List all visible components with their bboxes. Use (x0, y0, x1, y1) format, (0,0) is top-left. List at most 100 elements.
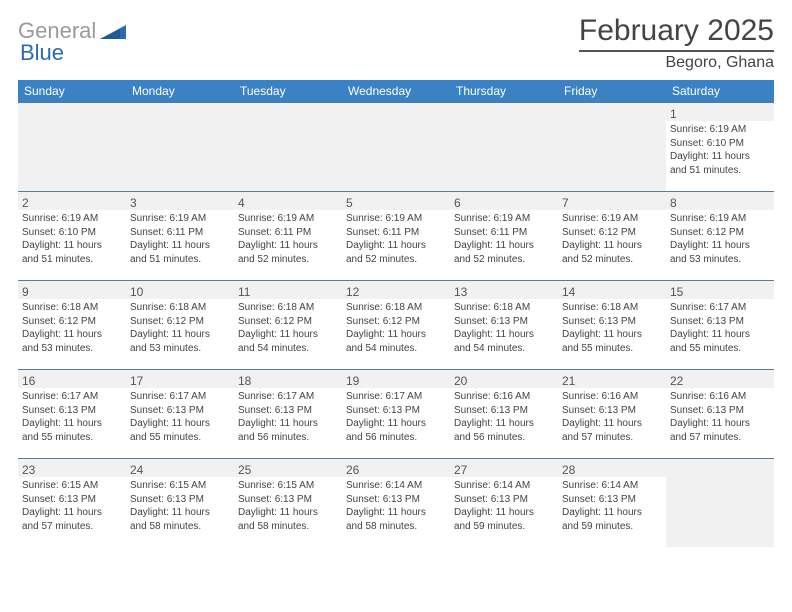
day-detail: and 54 minutes. (238, 342, 338, 356)
day-detail: Sunset: 6:12 PM (346, 315, 446, 329)
day-cell: 8Sunrise: 6:19 AMSunset: 6:12 PMDaylight… (666, 192, 774, 280)
day-detail: Sunset: 6:13 PM (238, 404, 338, 418)
day-cell: 25Sunrise: 6:15 AMSunset: 6:13 PMDayligh… (234, 459, 342, 547)
day-cell: 27Sunrise: 6:14 AMSunset: 6:13 PMDayligh… (450, 459, 558, 547)
day-number: 21 (562, 373, 662, 389)
day-detail: Sunrise: 6:15 AM (238, 479, 338, 493)
day-detail: Sunset: 6:13 PM (454, 315, 554, 329)
day-detail: Sunset: 6:12 PM (670, 226, 770, 240)
day-detail: Daylight: 11 hours (670, 150, 770, 164)
day-detail: Sunset: 6:13 PM (130, 404, 230, 418)
day-number: 12 (346, 284, 446, 300)
day-detail: Daylight: 11 hours (346, 417, 446, 431)
day-header-mon: Monday (126, 80, 234, 102)
day-detail: Daylight: 11 hours (22, 506, 122, 520)
day-detail: Sunset: 6:10 PM (670, 137, 770, 151)
day-number: 1 (670, 106, 770, 122)
day-number: 9 (22, 284, 122, 300)
day-detail: Sunset: 6:12 PM (22, 315, 122, 329)
day-detail: Daylight: 11 hours (670, 239, 770, 253)
calendar: Sunday Monday Tuesday Wednesday Thursday… (18, 80, 774, 547)
day-number: 24 (130, 462, 230, 478)
day-detail: and 56 minutes. (454, 431, 554, 445)
day-cell (558, 103, 666, 191)
day-detail: Sunset: 6:13 PM (562, 493, 662, 507)
day-number: 26 (346, 462, 446, 478)
day-detail: Sunrise: 6:17 AM (238, 390, 338, 404)
week-row: 2Sunrise: 6:19 AMSunset: 6:10 PMDaylight… (18, 191, 774, 280)
day-detail: and 53 minutes. (130, 342, 230, 356)
week-row: 16Sunrise: 6:17 AMSunset: 6:13 PMDayligh… (18, 369, 774, 458)
day-detail: Sunrise: 6:15 AM (130, 479, 230, 493)
day-detail: Daylight: 11 hours (562, 328, 662, 342)
day-detail: Daylight: 11 hours (130, 417, 230, 431)
day-number: 11 (238, 284, 338, 300)
day-detail: Sunrise: 6:17 AM (670, 301, 770, 315)
day-header-sat: Saturday (666, 80, 774, 102)
day-cell: 24Sunrise: 6:15 AMSunset: 6:13 PMDayligh… (126, 459, 234, 547)
day-detail: Daylight: 11 hours (238, 328, 338, 342)
day-detail: Sunset: 6:12 PM (562, 226, 662, 240)
day-detail: Sunset: 6:11 PM (238, 226, 338, 240)
day-cell: 12Sunrise: 6:18 AMSunset: 6:12 PMDayligh… (342, 281, 450, 369)
day-number: 5 (346, 195, 446, 211)
day-detail: Daylight: 11 hours (562, 239, 662, 253)
day-detail: and 52 minutes. (562, 253, 662, 267)
day-detail: Sunrise: 6:18 AM (562, 301, 662, 315)
month-title: February 2025 (579, 14, 774, 52)
day-detail: Sunset: 6:13 PM (562, 404, 662, 418)
day-number: 23 (22, 462, 122, 478)
day-detail: Daylight: 11 hours (130, 239, 230, 253)
day-cell: 15Sunrise: 6:17 AMSunset: 6:13 PMDayligh… (666, 281, 774, 369)
day-detail: Sunrise: 6:18 AM (346, 301, 446, 315)
day-number: 3 (130, 195, 230, 211)
day-cell: 6Sunrise: 6:19 AMSunset: 6:11 PMDaylight… (450, 192, 558, 280)
day-detail: Daylight: 11 hours (454, 417, 554, 431)
week-row: 1Sunrise: 6:19 AMSunset: 6:10 PMDaylight… (18, 102, 774, 191)
day-detail: Daylight: 11 hours (454, 328, 554, 342)
day-header-thu: Thursday (450, 80, 558, 102)
day-detail: Daylight: 11 hours (346, 239, 446, 253)
week-row: 23Sunrise: 6:15 AMSunset: 6:13 PMDayligh… (18, 458, 774, 547)
day-cell: 14Sunrise: 6:18 AMSunset: 6:13 PMDayligh… (558, 281, 666, 369)
day-detail: Sunset: 6:13 PM (130, 493, 230, 507)
day-detail: and 58 minutes. (346, 520, 446, 534)
day-cell: 26Sunrise: 6:14 AMSunset: 6:13 PMDayligh… (342, 459, 450, 547)
day-detail: Sunrise: 6:18 AM (22, 301, 122, 315)
day-cell: 18Sunrise: 6:17 AMSunset: 6:13 PMDayligh… (234, 370, 342, 458)
day-detail: Daylight: 11 hours (562, 506, 662, 520)
day-detail: Sunrise: 6:19 AM (238, 212, 338, 226)
day-detail: Daylight: 11 hours (346, 328, 446, 342)
day-detail: and 55 minutes. (562, 342, 662, 356)
day-detail: and 56 minutes. (346, 431, 446, 445)
day-cell: 5Sunrise: 6:19 AMSunset: 6:11 PMDaylight… (342, 192, 450, 280)
day-detail: Sunrise: 6:16 AM (670, 390, 770, 404)
day-number: 20 (454, 373, 554, 389)
day-header-tue: Tuesday (234, 80, 342, 102)
day-detail: Daylight: 11 hours (22, 328, 122, 342)
day-detail: Sunrise: 6:19 AM (22, 212, 122, 226)
day-detail: Sunrise: 6:19 AM (130, 212, 230, 226)
day-detail: and 55 minutes. (670, 342, 770, 356)
day-number: 28 (562, 462, 662, 478)
day-number: 13 (454, 284, 554, 300)
day-header-fri: Friday (558, 80, 666, 102)
day-detail: Sunrise: 6:18 AM (238, 301, 338, 315)
day-detail: and 57 minutes. (22, 520, 122, 534)
day-cell (234, 103, 342, 191)
day-cell: 2Sunrise: 6:19 AMSunset: 6:10 PMDaylight… (18, 192, 126, 280)
day-detail: Daylight: 11 hours (562, 417, 662, 431)
day-detail: and 52 minutes. (238, 253, 338, 267)
day-cell: 23Sunrise: 6:15 AMSunset: 6:13 PMDayligh… (18, 459, 126, 547)
day-cell (666, 459, 774, 547)
day-number: 8 (670, 195, 770, 211)
day-detail: Sunset: 6:11 PM (346, 226, 446, 240)
day-detail: Sunset: 6:13 PM (562, 315, 662, 329)
day-cell: 19Sunrise: 6:17 AMSunset: 6:13 PMDayligh… (342, 370, 450, 458)
day-cell: 1Sunrise: 6:19 AMSunset: 6:10 PMDaylight… (666, 103, 774, 191)
day-detail: Daylight: 11 hours (22, 239, 122, 253)
day-header-wed: Wednesday (342, 80, 450, 102)
day-detail: and 59 minutes. (454, 520, 554, 534)
day-detail: Daylight: 11 hours (238, 506, 338, 520)
day-detail: Daylight: 11 hours (22, 417, 122, 431)
